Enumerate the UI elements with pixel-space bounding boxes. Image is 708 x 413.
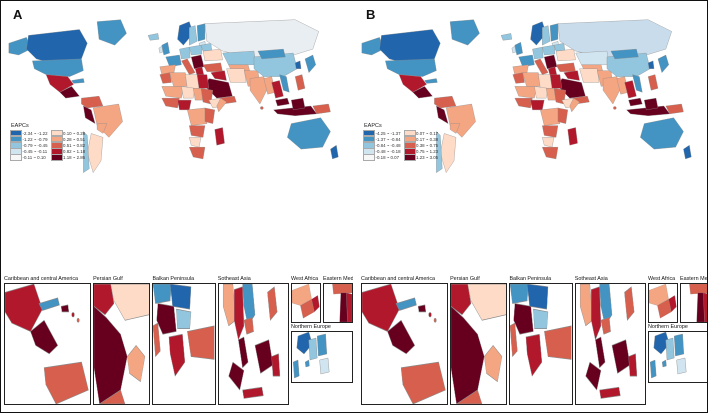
legend-range-label: 0.51 ~ 0.82 — [63, 142, 86, 148]
legend-swatch — [10, 142, 22, 149]
inset-persian-gulf-b: Persian Gulf — [450, 275, 508, 408]
legend-range-label: 0.82 ~ 1.18 — [63, 149, 86, 155]
legend-range-label: 1.18 ~ 2.86 — [63, 155, 86, 161]
inset-northern-europe-b: Northern Europe — [648, 323, 707, 383]
legend-swatch — [363, 142, 375, 149]
inset-title: Eastern Mediterranean — [680, 276, 708, 282]
panel-b-label: B — [366, 7, 376, 22]
legend-swatch — [403, 154, 416, 161]
inset-title: Northern Europe — [648, 324, 688, 330]
inset-title: Sotheast Asia — [217, 276, 251, 282]
legend-swatch — [50, 154, 63, 161]
inset-right-column-b: West Africa Eastern Mediterranean Northe… — [648, 275, 708, 408]
legend-swatch — [50, 129, 63, 137]
inset-southeast-asia-a: Sotheast Asia — [217, 275, 289, 408]
panel-a-label: A — [13, 7, 23, 22]
legend-range-label: 0.28 ~ 0.51 — [63, 136, 86, 142]
legend-swatch — [50, 148, 63, 155]
legend-range-label: -0.18 ~ 0.07 — [375, 155, 400, 161]
legend-range-label: -1.37 ~ -0.84 — [375, 136, 401, 142]
legend-swatch — [403, 142, 416, 149]
inset-title: Sotheast Asia — [574, 276, 608, 282]
inset-row: Caribbean and central America Persian Gu… — [1, 273, 707, 412]
legend-a-title: EAPCs — [11, 123, 29, 129]
inset-west-africa-b: West Africa — [648, 275, 678, 323]
legend-swatch — [10, 129, 22, 137]
legend-range-label: 0.17 ~ 0.38 — [416, 136, 439, 142]
inset-title: Balkan Peninsula — [152, 276, 195, 282]
inset-balkan-b: Balkan Peninsula — [509, 275, 573, 408]
legend-swatch — [10, 135, 22, 143]
legend-swatch — [50, 135, 63, 143]
inset-eastern-mediterranean-a: Eastern Mediterranean — [323, 275, 353, 323]
inset-persian-gulf-a: Persian Gulf — [93, 275, 151, 408]
inset-title: West Africa — [648, 276, 676, 282]
legend-b-title: EAPCs — [364, 123, 382, 129]
legend-range-label: -0.11 ~ 0.10 — [22, 155, 46, 161]
panel-b: B EAPCs -4.25 ~ -1.37 -1.37 ~ -0.84 -0.8… — [354, 1, 707, 273]
inset-title: Caribbean and central America — [361, 276, 436, 282]
legend-swatch — [403, 135, 416, 143]
legend-range-label: 0.38 ~ 0.75 — [416, 142, 439, 148]
inset-strip-b: Caribbean and central America Persian Gu… — [360, 273, 708, 412]
inset-title: Northern Europe — [291, 324, 331, 330]
inset-title: West Africa — [291, 276, 319, 282]
legend-swatch — [363, 129, 375, 137]
world-map-row: A EAPCs -2.34 ~ -1.22 -1.22 ~ -0.79 -0.7… — [1, 1, 707, 273]
legend-range-label: 0.07 ~ 0.17 — [416, 130, 439, 136]
legend-a: EAPCs -2.34 ~ -1.22 -1.22 ~ -0.79 -0.79 … — [10, 123, 86, 161]
legend-swatch — [403, 148, 416, 155]
inset-right-column-a: West Africa Eastern Mediterranean Northe… — [291, 275, 353, 408]
legend-range-label: -0.48 ~ -0.18 — [375, 149, 401, 155]
legend-range-label: -4.25 ~ -1.37 — [375, 130, 401, 136]
legend-swatch — [403, 129, 416, 137]
legend-b: EAPCs -4.25 ~ -1.37 -1.37 ~ -0.84 -0.84 … — [363, 123, 439, 161]
legend-range-label: 0.75 ~ 1.23 — [416, 149, 439, 155]
legend-range-label: -0.45 ~ -0.11 — [22, 149, 48, 155]
world-map-b — [361, 19, 692, 173]
world-map-a — [8, 19, 339, 173]
inset-west-africa-a: West Africa — [291, 275, 321, 323]
inset-northern-europe-a: Northern Europe — [291, 323, 353, 383]
legend-range-label: -1.22 ~ -0.79 — [22, 136, 48, 142]
inset-title: Caribbean and central America — [4, 276, 79, 282]
inset-balkan-a: Balkan Peninsula — [152, 275, 216, 408]
legend-range-label: -2.34 ~ -1.22 — [22, 130, 48, 136]
inset-southeast-asia-b: Sotheast Asia — [574, 275, 646, 408]
inset-title: Persian Gulf — [450, 276, 480, 282]
inset-title: Eastern Mediterranean — [323, 276, 353, 282]
legend-swatch — [363, 148, 375, 155]
panel-a: A EAPCs -2.34 ~ -1.22 -1.22 ~ -0.79 -0.7… — [1, 1, 354, 273]
legend-swatch — [10, 154, 22, 161]
inset-eastern-mediterranean-b: Eastern Mediterranean — [680, 275, 708, 323]
legend-swatch — [363, 135, 375, 143]
legend-range-label: 0.10 ~ 0.28 — [63, 130, 86, 136]
inset-caribbean-a: Caribbean and central America — [4, 275, 92, 408]
inset-caribbean-b: Caribbean and central America — [361, 275, 449, 408]
legend-swatch — [363, 154, 375, 161]
legend-range-label: -0.79 ~ -0.45 — [22, 142, 48, 148]
legend-range-label: -0.84 ~ -0.48 — [375, 142, 401, 148]
legend-range-label: 1.23 ~ 3.05 — [416, 155, 439, 161]
inset-strip-a: Caribbean and central America Persian Gu… — [3, 273, 354, 412]
legend-swatch — [10, 148, 22, 155]
inset-title: Persian Gulf — [93, 276, 123, 282]
legend-swatch — [50, 142, 63, 149]
inset-title: Balkan Peninsula — [509, 276, 552, 282]
